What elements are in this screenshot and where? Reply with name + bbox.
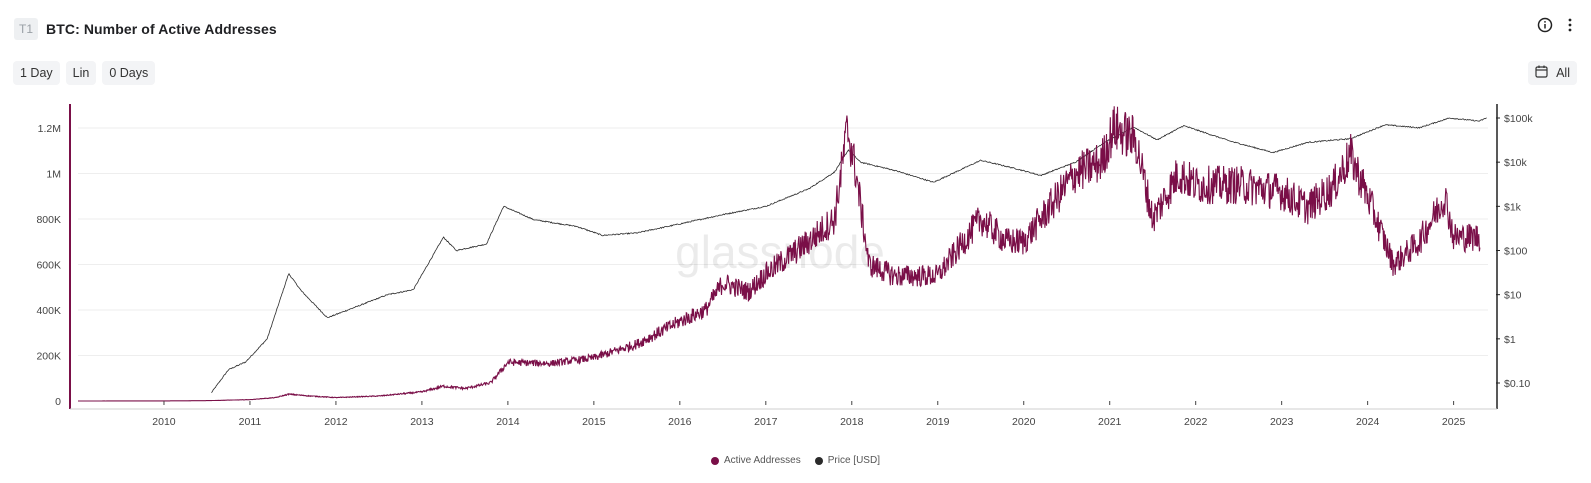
legend-label-price: Price [USD]	[827, 455, 880, 466]
x-tick-label: 2025	[1442, 416, 1466, 428]
date-range-button[interactable]: All	[1528, 61, 1577, 85]
legend-item-price[interactable]: Price [USD]	[814, 455, 880, 466]
y-left-tick-label: 1.2M	[38, 123, 61, 135]
y-left-tick-label: 0	[55, 396, 61, 408]
sma-button[interactable]: 0 Days	[102, 61, 156, 85]
tier-badge: T1	[14, 18, 38, 40]
y-right-tick-label: $0.10	[1504, 378, 1530, 390]
date-range-label: All	[1556, 66, 1570, 80]
x-tick-label: 2015	[582, 416, 606, 428]
x-tick-label: 2014	[496, 416, 520, 428]
legend-item-active[interactable]: Active Addresses	[711, 455, 801, 466]
resolution-button[interactable]: 1 Day	[13, 61, 60, 85]
y-right-tick-label: $100	[1504, 246, 1528, 258]
x-tick-label: 2011	[239, 416, 262, 428]
x-tick-label: 2010	[152, 416, 176, 428]
x-tick-label: 2023	[1270, 416, 1294, 428]
y-right-tick-label: $1	[1504, 334, 1516, 346]
scale-button[interactable]: Lin	[65, 61, 97, 85]
price-line	[211, 117, 1487, 393]
y-left-tick-label: 600K	[36, 260, 61, 272]
y-right-tick-label: $10k	[1504, 157, 1528, 169]
x-tick-label: 2013	[410, 416, 434, 428]
y-right-tick-label: $1k	[1504, 201, 1522, 213]
y-left-tick-label: 200K	[36, 351, 61, 363]
x-tick-label: 2022	[1184, 416, 1208, 428]
chart-header: T1 BTC: Number of Active Addresses	[14, 17, 277, 41]
x-tick-label: 2019	[926, 416, 950, 428]
x-tick-label: 2021	[1098, 416, 1122, 428]
y-right-tick-label: $10	[1504, 290, 1522, 302]
chart-title: BTC: Number of Active Addresses	[46, 21, 277, 37]
x-tick-label: 2024	[1356, 416, 1380, 428]
y-left-tick-label: 400K	[36, 305, 61, 317]
y-left-tick-label: 800K	[36, 214, 61, 226]
info-icon[interactable]	[1537, 17, 1553, 33]
axes: 0 200K 400K 600K 800K 1M 1.2M $0.10 $1 $10 $100 $1k…	[36, 104, 1533, 428]
chart-controls: 1 Day Lin 0 Days	[13, 61, 156, 85]
x-tick-label: 2012	[324, 416, 348, 428]
active-addresses-series	[78, 106, 1481, 402]
x-tick-label: 2016	[668, 416, 692, 428]
legend-label-active: Active Addresses	[724, 455, 801, 466]
active-addresses-line	[78, 106, 1481, 402]
legend: Active Addresses Price [USD]	[0, 455, 1591, 466]
x-tick-label: 2020	[1012, 416, 1036, 428]
x-tick-label: 2018	[840, 416, 864, 428]
y-right-tick-label: $100k	[1504, 113, 1533, 125]
legend-dot-active	[711, 456, 720, 465]
price-series	[211, 117, 1487, 393]
y-left-tick-label: 1M	[46, 169, 61, 181]
calendar-icon	[1535, 65, 1548, 81]
grid-lines	[78, 127, 1488, 356]
more-options-icon[interactable]	[1567, 17, 1573, 33]
x-tick-label: 2017	[754, 416, 778, 428]
header-actions	[1537, 17, 1573, 33]
legend-dot-price	[814, 456, 823, 465]
